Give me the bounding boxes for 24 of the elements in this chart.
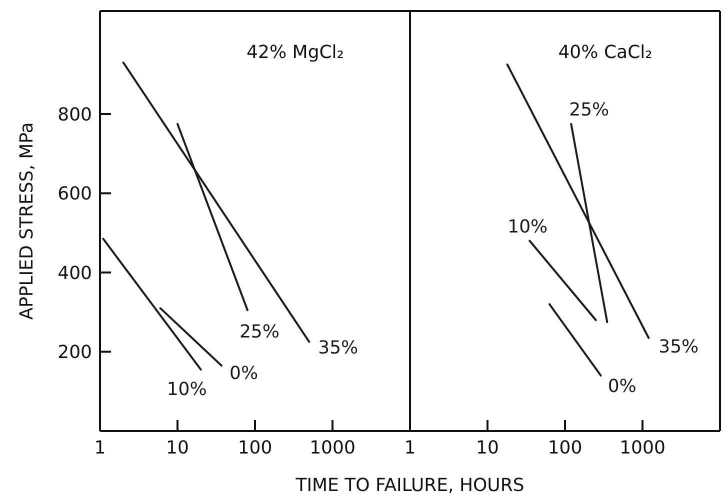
series-label: 35% <box>658 336 699 358</box>
x-tick-label: 10 <box>166 437 189 458</box>
x-tick-label: 1000 <box>620 437 666 458</box>
y-tick-label: 400 <box>58 262 92 284</box>
x-tick-label: 1000 <box>310 437 356 458</box>
x-tick-label: 1 <box>404 437 416 458</box>
x-axis-title: TIME TO FAILURE, HOURS <box>294 474 526 498</box>
y-tick-label: 200 <box>58 342 92 364</box>
series-label: 10% <box>166 379 207 400</box>
x-tick-label: 1 <box>94 437 106 458</box>
series-label: 10% <box>508 216 548 238</box>
x-tick-label: 10 <box>476 437 499 458</box>
series-label: 25% <box>239 322 280 343</box>
series-label: 0% <box>608 376 636 398</box>
series-label: 0% <box>230 363 258 384</box>
x-tick-label: 100 <box>238 437 272 458</box>
series-label: 25% <box>569 99 610 120</box>
text: 42% MgCl₂ <box>246 41 344 65</box>
series-label: 35% <box>318 337 358 358</box>
x-tick-label: 100 <box>548 437 582 458</box>
y-tick-label: 600 <box>58 184 92 205</box>
y-tick-label: 800 <box>58 104 92 126</box>
text: 40% CaCl₂ <box>558 41 652 65</box>
y-axis-title: APPLIED STRESS, MPa <box>16 122 38 320</box>
